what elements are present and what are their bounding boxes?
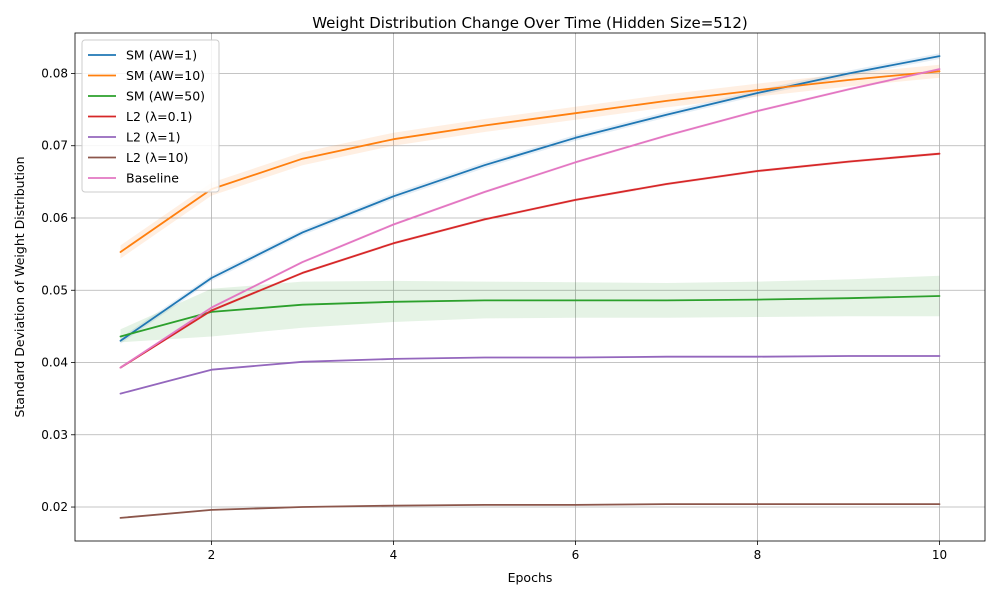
y-axis-ticks: 0.02 0.03 0.04 0.05 0.06 0.07 0.08 bbox=[41, 66, 75, 514]
x-tick-label: 10 bbox=[932, 548, 947, 562]
y-axis-label: Standard Deviation of Weight Distributio… bbox=[12, 156, 27, 417]
confidence-band bbox=[120, 275, 940, 343]
series-line bbox=[119, 295, 941, 338]
y-tick-label: 0.08 bbox=[41, 66, 68, 80]
x-axis-label: Epochs bbox=[508, 570, 553, 585]
grid-lines bbox=[75, 33, 985, 541]
y-tick-label: 0.04 bbox=[41, 356, 68, 370]
legend-label: Baseline bbox=[126, 171, 179, 186]
series-lines bbox=[119, 55, 941, 519]
confidence-band bbox=[120, 64, 940, 259]
y-tick-label: 0.06 bbox=[41, 211, 68, 225]
x-tick-label: 2 bbox=[208, 548, 216, 562]
series-line bbox=[119, 355, 941, 395]
x-tick-label: 4 bbox=[390, 548, 398, 562]
legend: SM (AW=1) SM (AW=10) SM (AW=50) L2 (λ=0.1) L… bbox=[81, 39, 220, 193]
y-tick-label: 0.07 bbox=[41, 139, 68, 153]
legend-label: SM (AW=10) bbox=[126, 68, 205, 83]
legend-label: SM (AW=50) bbox=[126, 89, 205, 104]
series-line bbox=[119, 152, 941, 369]
y-tick-label: 0.03 bbox=[41, 428, 68, 442]
legend-label: L2 (λ=1) bbox=[126, 130, 180, 145]
legend-label: L2 (λ=0.1) bbox=[126, 109, 192, 124]
legend-label: SM (AW=1) bbox=[126, 48, 197, 63]
legend-box bbox=[81, 39, 220, 193]
y-tick-label: 0.02 bbox=[41, 500, 68, 514]
series-line bbox=[119, 68, 941, 369]
legend-label: L2 (λ=10) bbox=[126, 150, 188, 165]
x-axis-ticks: 2 4 6 8 10 bbox=[208, 541, 947, 562]
series-line bbox=[119, 70, 941, 253]
series-line bbox=[119, 55, 941, 342]
x-tick-label: 6 bbox=[572, 548, 580, 562]
plot-frame bbox=[74, 32, 986, 542]
series-line bbox=[119, 503, 941, 519]
x-tick-label: 8 bbox=[754, 548, 762, 562]
chart-title: Weight Distribution Change Over Time (Hi… bbox=[312, 14, 748, 32]
y-tick-label: 0.05 bbox=[41, 283, 68, 297]
